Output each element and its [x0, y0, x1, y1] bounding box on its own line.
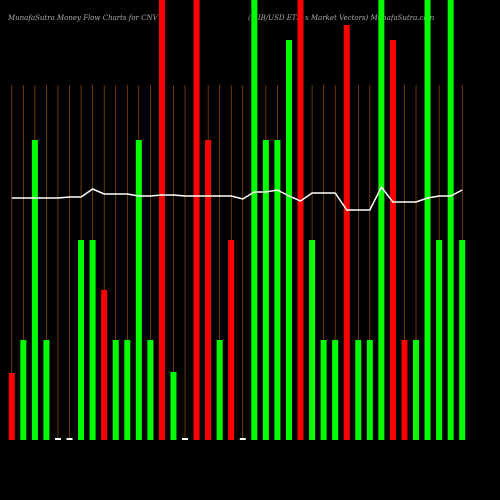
money-flow-line	[11, 185, 463, 211]
bar	[31, 140, 38, 440]
bar	[251, 0, 258, 440]
bar	[262, 140, 269, 440]
chart-subtitle: (MIB/USD ETN x Market Vectors) MunafaSut…	[248, 14, 435, 22]
bar	[205, 140, 212, 440]
bar	[413, 340, 420, 440]
chart-title: MunafaSutra Money Flow Charts for CNV	[7, 14, 159, 22]
bar	[182, 438, 189, 440]
bar	[401, 340, 408, 440]
bar	[366, 340, 373, 440]
bar	[20, 340, 27, 440]
bar	[297, 0, 304, 440]
bar	[436, 240, 443, 440]
bar	[320, 340, 327, 440]
bar	[424, 0, 431, 440]
bar	[89, 240, 96, 440]
bar	[135, 140, 142, 440]
bar	[193, 0, 200, 440]
bar	[8, 373, 15, 440]
bar	[332, 340, 339, 440]
bar	[378, 0, 385, 440]
bar	[216, 340, 223, 440]
bar	[228, 240, 235, 440]
bar	[274, 140, 281, 440]
bar	[309, 240, 316, 440]
bar	[78, 240, 85, 440]
bar	[101, 290, 108, 440]
bar	[285, 40, 292, 440]
bar	[447, 0, 454, 440]
bar	[170, 372, 177, 440]
bar	[66, 438, 73, 440]
bar	[124, 340, 131, 440]
bar	[389, 40, 396, 440]
bar	[158, 0, 165, 440]
bar	[112, 340, 119, 440]
bar	[343, 25, 350, 440]
bar	[43, 340, 50, 440]
bar	[54, 438, 61, 440]
bar	[239, 438, 246, 440]
bar	[459, 240, 466, 440]
bar	[355, 340, 362, 440]
bar	[147, 340, 154, 440]
